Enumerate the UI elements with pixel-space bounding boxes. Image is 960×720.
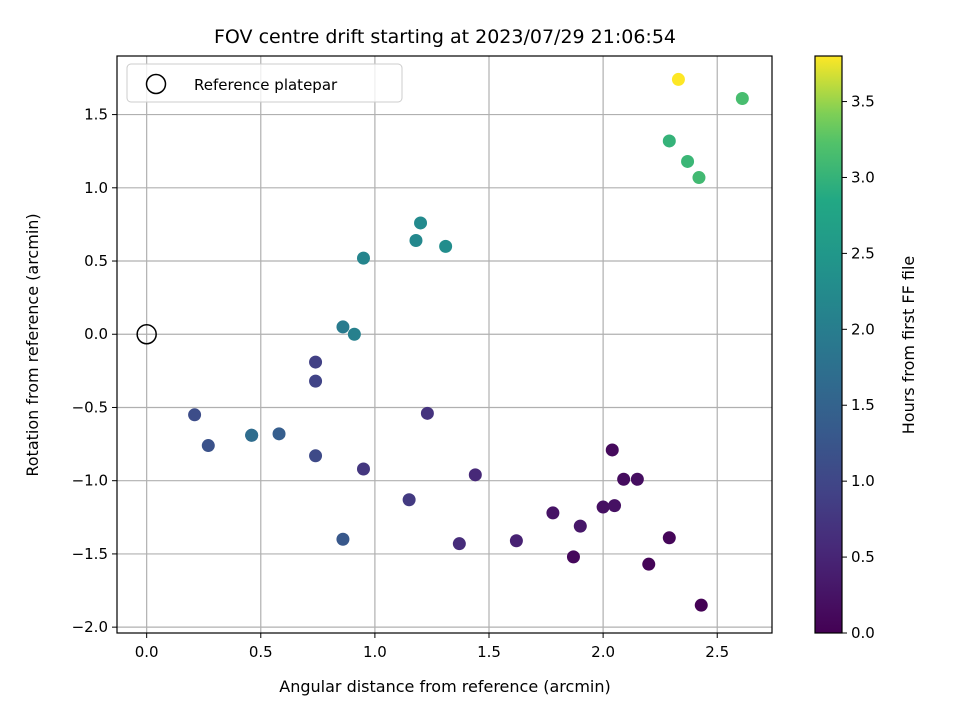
data-point — [309, 355, 323, 369]
colorbar-tick-label: 3.5 — [851, 93, 875, 111]
legend: Reference platepar — [126, 63, 403, 103]
data-point — [694, 598, 708, 612]
colorbar-tick-label: 1.5 — [851, 396, 875, 414]
x-tick-label: 2.0 — [591, 643, 615, 661]
data-point — [573, 519, 587, 533]
axes: 0.0 0.5 1.0 1.5 2.0 2.5 −2.0 −1.5 −1.0 −0.5 0.0 0.5… — [72, 55, 773, 661]
data-point — [201, 439, 215, 453]
x-axis-label: Angular distance from reference (arcmin) — [279, 677, 610, 696]
data-point — [347, 327, 361, 341]
data-point — [336, 532, 350, 546]
legend-box — [126, 63, 403, 103]
colorbar-tick-label: 0.5 — [851, 548, 875, 566]
x-tick-label: 0.0 — [135, 643, 159, 661]
y-tick-label: −2.0 — [72, 618, 108, 636]
y-tick-label: 1.5 — [84, 106, 108, 124]
y-tick-label: 1.0 — [84, 179, 108, 197]
data-point — [356, 251, 370, 265]
y-tick-label: −1.5 — [72, 545, 108, 563]
data-point — [309, 449, 323, 463]
grid — [117, 56, 772, 633]
reference-platepar-marker — [136, 323, 157, 345]
data-point — [356, 462, 370, 476]
colorbar-gradient — [814, 55, 843, 634]
plot-frame — [116, 55, 773, 634]
data-point — [452, 537, 466, 551]
x-tick-label: 2.5 — [705, 643, 729, 661]
data-point — [272, 427, 286, 441]
data-point — [420, 406, 434, 420]
data-point — [409, 234, 423, 248]
y-tick-label: −0.5 — [72, 398, 108, 416]
colorbar: 0.0 0.5 1.0 1.5 2.0 2.5 3.0 3.5 — [814, 55, 875, 642]
colorbar-tick-label: 1.0 — [851, 472, 875, 490]
colorbar-tick-label: 3.0 — [851, 168, 875, 186]
data-point — [662, 134, 676, 148]
data-point — [414, 216, 428, 230]
y-tick-label: 0.0 — [84, 325, 108, 343]
x-tick-label: 1.5 — [477, 643, 501, 661]
colorbar-label: Hours from first FF file — [899, 256, 918, 435]
y-tick-label: −1.0 — [72, 472, 108, 490]
data-point — [735, 91, 749, 105]
data-point — [309, 374, 323, 388]
data-point — [630, 472, 644, 486]
legend-marker-open-circle — [145, 73, 167, 95]
data-point — [566, 550, 580, 564]
y-tick-label: 0.5 — [84, 252, 108, 270]
data-point — [402, 493, 416, 507]
x-tick-label: 0.5 — [249, 643, 273, 661]
data-point — [608, 499, 622, 513]
data-point — [439, 239, 453, 253]
data-point — [245, 428, 259, 442]
data-point — [605, 443, 619, 457]
data-points — [136, 72, 749, 612]
data-point — [509, 534, 523, 548]
plot-area — [117, 56, 772, 633]
y-axis-label: Rotation from reference (arcmin) — [23, 213, 42, 476]
data-point — [188, 408, 202, 422]
data-point — [596, 500, 610, 514]
legend-label: Reference platepar — [194, 76, 338, 94]
data-point — [546, 506, 560, 520]
data-point — [662, 531, 676, 545]
colorbar-tick-label: 2.5 — [851, 244, 875, 262]
data-point — [336, 320, 350, 334]
data-point — [681, 154, 695, 168]
data-point — [642, 557, 656, 571]
data-point — [692, 171, 706, 185]
data-point — [468, 468, 482, 482]
colorbar-tick-label: 2.0 — [851, 320, 875, 338]
colorbar-tick-label: 0.0 — [851, 624, 875, 642]
chart-title: FOV centre drift starting at 2023/07/29 … — [214, 26, 676, 48]
data-point — [671, 72, 685, 86]
data-point — [617, 472, 631, 486]
x-tick-label: 1.0 — [363, 643, 387, 661]
